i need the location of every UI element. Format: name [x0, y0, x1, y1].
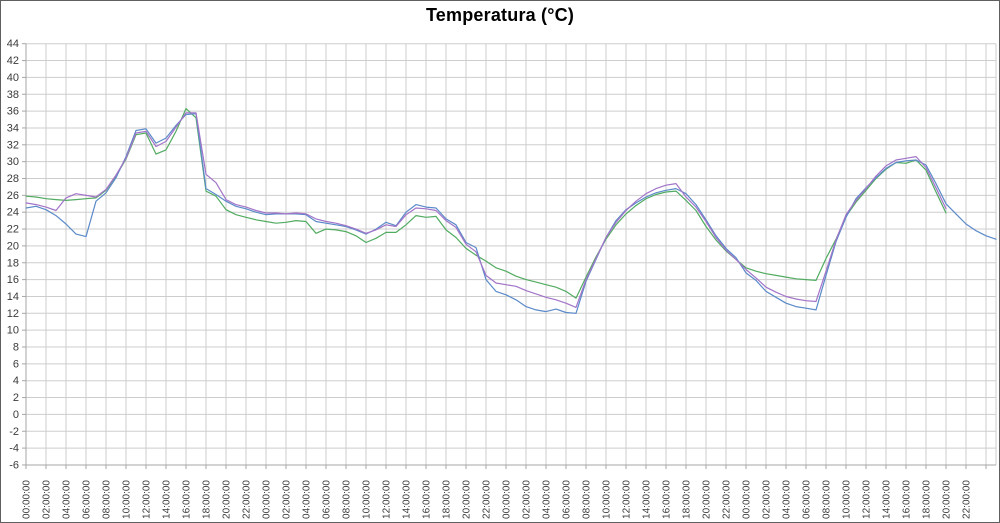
- x-tick-label: 08:00:00: [102, 480, 113, 519]
- x-tick-label: 10:00:00: [122, 480, 133, 519]
- y-tick-label: 16: [7, 274, 19, 286]
- x-tick-label: 22:00:00: [482, 480, 493, 519]
- y-tick-label: 10: [7, 325, 19, 337]
- y-tick-label: 2: [13, 392, 19, 404]
- x-tick-label: 18:00:00: [682, 480, 693, 519]
- x-tick-label: 22:00:00: [962, 480, 973, 519]
- x-tick-label: 02:00:00: [762, 480, 773, 519]
- x-tick-label: 04:00:00: [302, 480, 313, 519]
- y-tick-label: 6: [13, 358, 19, 370]
- x-tick-label: 00:00:00: [742, 480, 753, 519]
- y-tick-label: 34: [7, 122, 19, 134]
- x-tick-label: 16:00:00: [662, 480, 673, 519]
- y-tick-label: 12: [7, 308, 19, 320]
- grid-horizontal-lines: [26, 43, 996, 466]
- x-tick-label: 22:00:00: [722, 480, 733, 519]
- x-tick-label: 06:00:00: [82, 480, 93, 519]
- x-axis-tick-labels: 00:00:00 02:00:00 04:00:00 06:00:00 08:00:00…: [22, 480, 973, 519]
- x-tick-label: 06:00:00: [562, 480, 573, 519]
- x-tick-label: 06:00:00: [802, 480, 813, 519]
- y-tick-label: 26: [7, 190, 19, 202]
- x-tick-label: 16:00:00: [182, 480, 193, 519]
- x-tick-label: 06:00:00: [322, 480, 333, 519]
- x-tick-label: 00:00:00: [502, 480, 513, 519]
- y-tick-label: 38: [7, 89, 19, 101]
- x-tick-label: 08:00:00: [342, 480, 353, 519]
- y-tick-label: 20: [7, 240, 19, 252]
- x-tick-label: 18:00:00: [442, 480, 453, 519]
- y-tick-label: -2: [9, 426, 19, 438]
- chart-title: Temperatura (°C): [425, 5, 575, 25]
- x-tick-label: 20:00:00: [942, 480, 953, 519]
- x-tick-label: 12:00:00: [622, 480, 633, 519]
- x-tick-label: 14:00:00: [402, 480, 413, 519]
- x-tick-label: 10:00:00: [602, 480, 613, 519]
- y-tick-label: 32: [7, 139, 19, 151]
- axis-lines: [25, 43, 996, 466]
- x-tick-label: 02:00:00: [522, 480, 533, 519]
- y-tick-label: -4: [9, 443, 19, 455]
- temp-blue-line: [25, 112, 997, 314]
- x-tick-label: 04:00:00: [62, 480, 73, 519]
- y-tick-label: 22: [7, 224, 19, 236]
- x-tick-label: 02:00:00: [42, 480, 53, 519]
- axis-ticks: [22, 43, 987, 469]
- y-tick-label: 4: [13, 375, 19, 387]
- x-tick-label: 08:00:00: [582, 480, 593, 519]
- grid-vertical-lines: [25, 43, 987, 465]
- temp-green-line: [25, 107, 947, 299]
- x-tick-label: 04:00:00: [542, 480, 553, 519]
- x-tick-label: 12:00:00: [382, 480, 393, 519]
- x-tick-label: 08:00:00: [822, 480, 833, 519]
- x-tick-label: 16:00:00: [902, 480, 913, 519]
- x-tick-label: 12:00:00: [142, 480, 153, 519]
- y-tick-label: 0: [13, 409, 19, 421]
- y-tick-label: 24: [7, 207, 19, 219]
- x-tick-label: 02:00:00: [282, 480, 293, 519]
- y-tick-label: 42: [7, 55, 19, 67]
- y-tick-label: 30: [7, 156, 19, 168]
- y-axis-tick-labels: 4442403836343230282624222018161412108642…: [7, 38, 19, 471]
- x-tick-label: 12:00:00: [862, 480, 873, 519]
- x-tick-label: 10:00:00: [842, 480, 853, 519]
- x-tick-label: 18:00:00: [922, 480, 933, 519]
- x-tick-label: 20:00:00: [462, 480, 473, 519]
- y-tick-label: 14: [7, 291, 19, 303]
- x-tick-label: 00:00:00: [262, 480, 273, 519]
- x-tick-label: 14:00:00: [162, 480, 173, 519]
- x-tick-label: 00:00:00: [22, 480, 33, 519]
- y-tick-label: 36: [7, 106, 19, 118]
- y-tick-label: 28: [7, 173, 19, 185]
- x-tick-label: 18:00:00: [202, 480, 213, 519]
- x-tick-label: 14:00:00: [882, 480, 893, 519]
- x-tick-label: 22:00:00: [242, 480, 253, 519]
- y-tick-label: -6: [9, 459, 19, 471]
- y-tick-label: 18: [7, 257, 19, 269]
- x-tick-label: 20:00:00: [222, 480, 233, 519]
- y-tick-label: 40: [7, 72, 19, 84]
- x-tick-label: 04:00:00: [782, 480, 793, 519]
- y-tick-label: 44: [7, 38, 19, 50]
- x-tick-label: 20:00:00: [702, 480, 713, 519]
- y-tick-label: 8: [13, 342, 19, 354]
- x-tick-label: 10:00:00: [362, 480, 373, 519]
- x-tick-label: 16:00:00: [422, 480, 433, 519]
- x-tick-label: 14:00:00: [642, 480, 653, 519]
- temp-purple-line: [25, 112, 947, 308]
